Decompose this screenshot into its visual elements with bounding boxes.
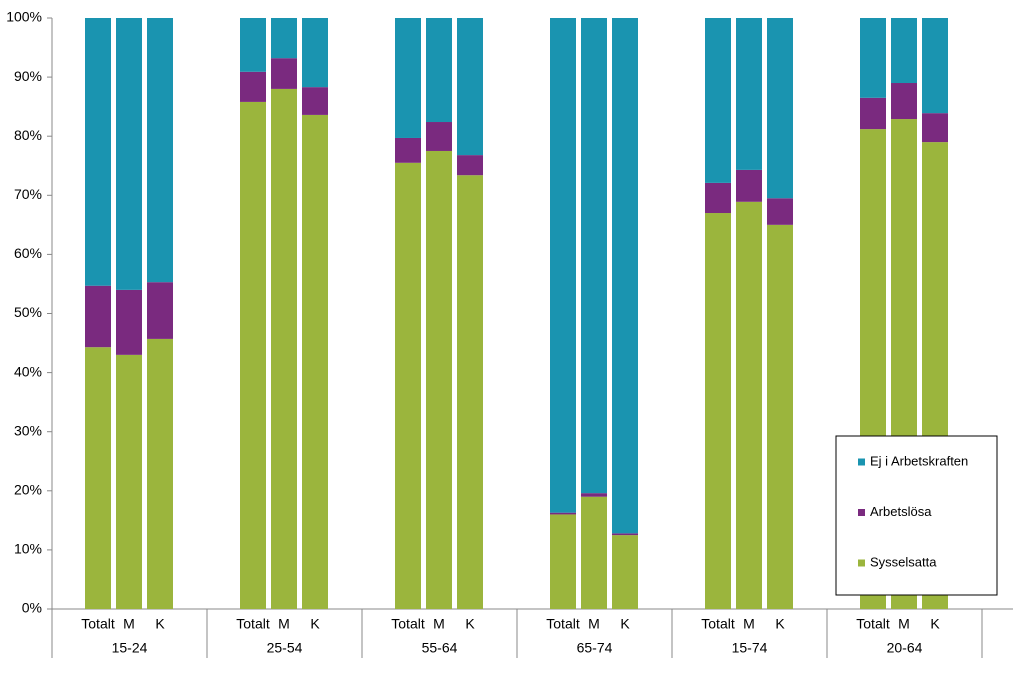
bar-segment: [767, 224, 793, 609]
x-tick-label: M: [123, 616, 135, 632]
bar-segment: [612, 533, 638, 536]
bar-segment: [705, 182, 731, 214]
x-tick-label: Totalt: [546, 616, 580, 632]
bar-segment: [271, 58, 297, 89]
bar-segment: [891, 18, 917, 84]
y-tick-label: 50%: [14, 304, 42, 320]
y-tick-label: 80%: [14, 127, 42, 143]
x-tick-label: M: [433, 616, 445, 632]
x-tick-label: K: [775, 616, 785, 632]
y-tick-label: 90%: [14, 68, 42, 84]
x-tick-label: M: [898, 616, 910, 632]
bar-segment: [705, 18, 731, 183]
group-label: 20-64: [887, 640, 923, 656]
y-tick-label: 60%: [14, 245, 42, 261]
x-tick-label: Totalt: [236, 616, 270, 632]
x-tick-label: K: [620, 616, 630, 632]
legend-swatch: [858, 509, 865, 516]
bar-segment: [550, 512, 576, 515]
bar-segment: [147, 282, 173, 339]
bar-segment: [302, 18, 328, 88]
bar-segment: [767, 198, 793, 225]
bar-segment: [612, 18, 638, 534]
bar-segment: [767, 18, 793, 199]
bar-segment: [891, 83, 917, 120]
bar-segment: [85, 285, 111, 348]
bar-segment: [395, 162, 421, 610]
bar-segment: [581, 496, 607, 609]
y-tick-label: 70%: [14, 186, 42, 202]
legend-swatch: [858, 559, 865, 567]
legend-label: Ej i Arbetskraften: [870, 453, 968, 468]
bar-segment: [426, 150, 452, 609]
group-label: 15-74: [732, 640, 768, 656]
bar-segment: [240, 18, 266, 72]
x-tick-label: K: [155, 616, 165, 632]
bar-segment: [860, 18, 886, 98]
x-tick-label: Totalt: [81, 616, 115, 632]
bar-segment: [705, 213, 731, 609]
bar-segment: [922, 113, 948, 143]
bar-segment: [736, 18, 762, 170]
bar-segment: [426, 122, 452, 151]
group-label: 25-54: [267, 640, 303, 656]
bar-segment: [426, 18, 452, 123]
y-tick-label: 10%: [14, 541, 42, 557]
bar-segment: [457, 18, 483, 156]
x-tick-label: K: [310, 616, 320, 632]
bar-segment: [147, 18, 173, 283]
bar-segment: [550, 18, 576, 513]
bar-segment: [240, 71, 266, 102]
x-tick-label: M: [743, 616, 755, 632]
bar-segment: [271, 18, 297, 59]
x-tick-label: Totalt: [701, 616, 735, 632]
x-tick-label: M: [588, 616, 600, 632]
bar-segment: [116, 289, 142, 355]
bar-segment: [581, 493, 607, 497]
bar-segment: [736, 201, 762, 609]
bar-segment: [457, 175, 483, 609]
bar-segment: [922, 18, 948, 114]
bar-segment: [240, 101, 266, 609]
bar-segment: [581, 18, 607, 494]
bar-segment: [550, 514, 576, 609]
group-label: 15-24: [112, 640, 148, 656]
x-tick-label: Totalt: [856, 616, 890, 632]
y-tick-label: 100%: [6, 9, 42, 25]
x-tick-label: K: [465, 616, 475, 632]
bar-segment: [395, 18, 421, 138]
group-label: 55-64: [422, 640, 458, 656]
bar-segment: [85, 347, 111, 609]
bar-segment: [612, 535, 638, 609]
y-tick-label: 30%: [14, 422, 42, 438]
legend-label: Sysselsatta: [870, 554, 937, 569]
bar-segment: [860, 97, 886, 130]
y-tick-label: 0%: [22, 600, 42, 616]
group-label: 65-74: [577, 640, 613, 656]
bar-segment: [302, 87, 328, 115]
legend-swatch: [858, 458, 865, 466]
x-tick-label: Totalt: [391, 616, 425, 632]
y-tick-label: 20%: [14, 482, 42, 498]
x-tick-label: M: [278, 616, 290, 632]
bar-segment: [271, 88, 297, 610]
legend-label: Arbetslösa: [870, 504, 932, 519]
bar-segment: [116, 354, 142, 609]
bar-segment: [457, 155, 483, 176]
y-tick-label: 40%: [14, 363, 42, 379]
bar-segment: [85, 18, 111, 286]
bar-segment: [147, 338, 173, 609]
x-tick-label: K: [930, 616, 940, 632]
bar-segment: [116, 18, 142, 290]
bar-segment: [302, 114, 328, 609]
bar-segment: [736, 169, 762, 202]
bar-segment: [395, 137, 421, 163]
